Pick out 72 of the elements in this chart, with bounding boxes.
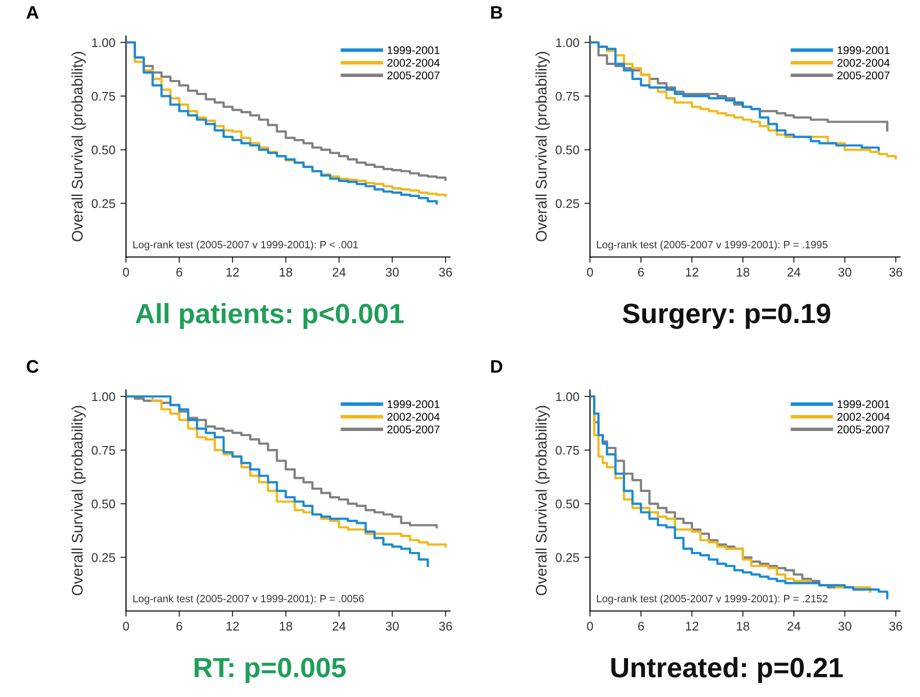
x-tick-label: 36 [889,622,902,631]
y-tick-label: 0.25 [92,553,116,562]
y-tick-label: 1.00 [92,392,116,402]
y-axis-title: Overall Survival (probability) [535,406,550,596]
y-tick-label: 0.75 [556,92,580,101]
x-tick-label: 18 [280,622,292,631]
x-tick-label: 0 [587,268,593,277]
legend-label: 2005-2007 [837,71,890,80]
x-tick-label: 18 [736,268,750,277]
x-tick-label: 36 [889,268,902,277]
legend-label: 2005-2007 [837,425,890,434]
legend-label: 1999-2001 [838,46,890,54]
x-tick-label: 6 [638,622,644,631]
legend-label: 2002-2004 [387,58,440,67]
y-tick-label: 0.25 [556,199,580,208]
chart-title: B [491,6,502,19]
x-tick-label: 30 [386,268,399,277]
x-tick-label: 18 [736,622,750,631]
legend-label: 2002-2004 [837,412,890,421]
annotation: Log-rank test (2005-2007 v 1999-2001): P = .0056 [133,594,364,604]
y-axis-title: Overall Survival (probability) [71,406,86,596]
y-tick-label: 0.50 [92,146,116,154]
x-tick-label: 6 [176,622,182,631]
text: Untreated: p=0.21 [611,657,843,683]
chart-title: A [26,6,39,19]
x-tick-label: 0 [123,268,129,277]
x-tick-label: 0 [123,622,129,631]
x-tick-label: 24 [332,268,346,276]
x-tick-label: 30 [386,622,399,631]
x-tick-label: 30 [838,268,852,277]
x-tick-label: 12 [226,622,239,630]
chart-title: D [491,360,502,373]
legend-label: 2005-2007 [387,425,440,434]
y-tick-label: 0.25 [556,553,580,562]
y-tick-label: 0.75 [92,92,116,101]
annotation: Log-rank test (2005-2007 v 1999-2001): P = .1995 [597,240,828,250]
x-tick-label: 6 [638,268,644,277]
text: All patients: p<0.001 [136,303,404,329]
x-tick-label: 36 [439,622,452,631]
y-axis-title: Overall Survival (probability) [71,52,86,242]
legend-label: 1999-2001 [838,400,890,408]
x-tick-label: 24 [788,268,800,276]
y-tick-label: 0.50 [556,500,580,508]
annotation: Log-rank test (2005-2007 v 1999-2001): P = .2152 [597,594,828,604]
x-tick-label: 36 [439,268,452,277]
legend-label: 1999-2001 [388,46,440,54]
y-tick-label: 1.00 [92,38,116,48]
text: RT: p=0.005 [194,658,346,683]
x-tick-label: 24 [788,622,800,630]
x-tick-label: 0 [587,622,593,631]
y-tick-label: 1.00 [556,392,580,402]
y-tick-label: 0.50 [556,146,580,154]
y-tick-label: 0.25 [92,199,116,208]
legend-label: 1999-2001 [388,400,440,408]
annotation: Log-rank test (2005-2007 v 1999-2001): P < .001 [133,240,358,250]
y-tick-label: 0.75 [556,446,580,455]
legend-label: 2002-2004 [387,412,440,421]
y-tick-label: 0.50 [92,500,116,508]
x-tick-label: 12 [226,268,239,276]
x-tick-label: 6 [176,268,182,277]
legend-label: 2005-2007 [387,71,440,80]
x-tick-label: 12 [686,622,698,630]
x-tick-label: 18 [280,268,292,277]
legend-label: 2002-2004 [837,58,890,67]
y-axis-title: Overall Survival (probability) [535,52,550,242]
x-tick-label: 30 [838,622,852,631]
y-tick-label: 0.75 [92,446,116,455]
x-tick-label: 12 [686,268,698,276]
x-tick-label: 24 [332,622,346,630]
chart-title: C [26,360,39,373]
text: Surgery: p=0.19 [622,304,830,329]
y-tick-label: 1.00 [556,38,580,48]
